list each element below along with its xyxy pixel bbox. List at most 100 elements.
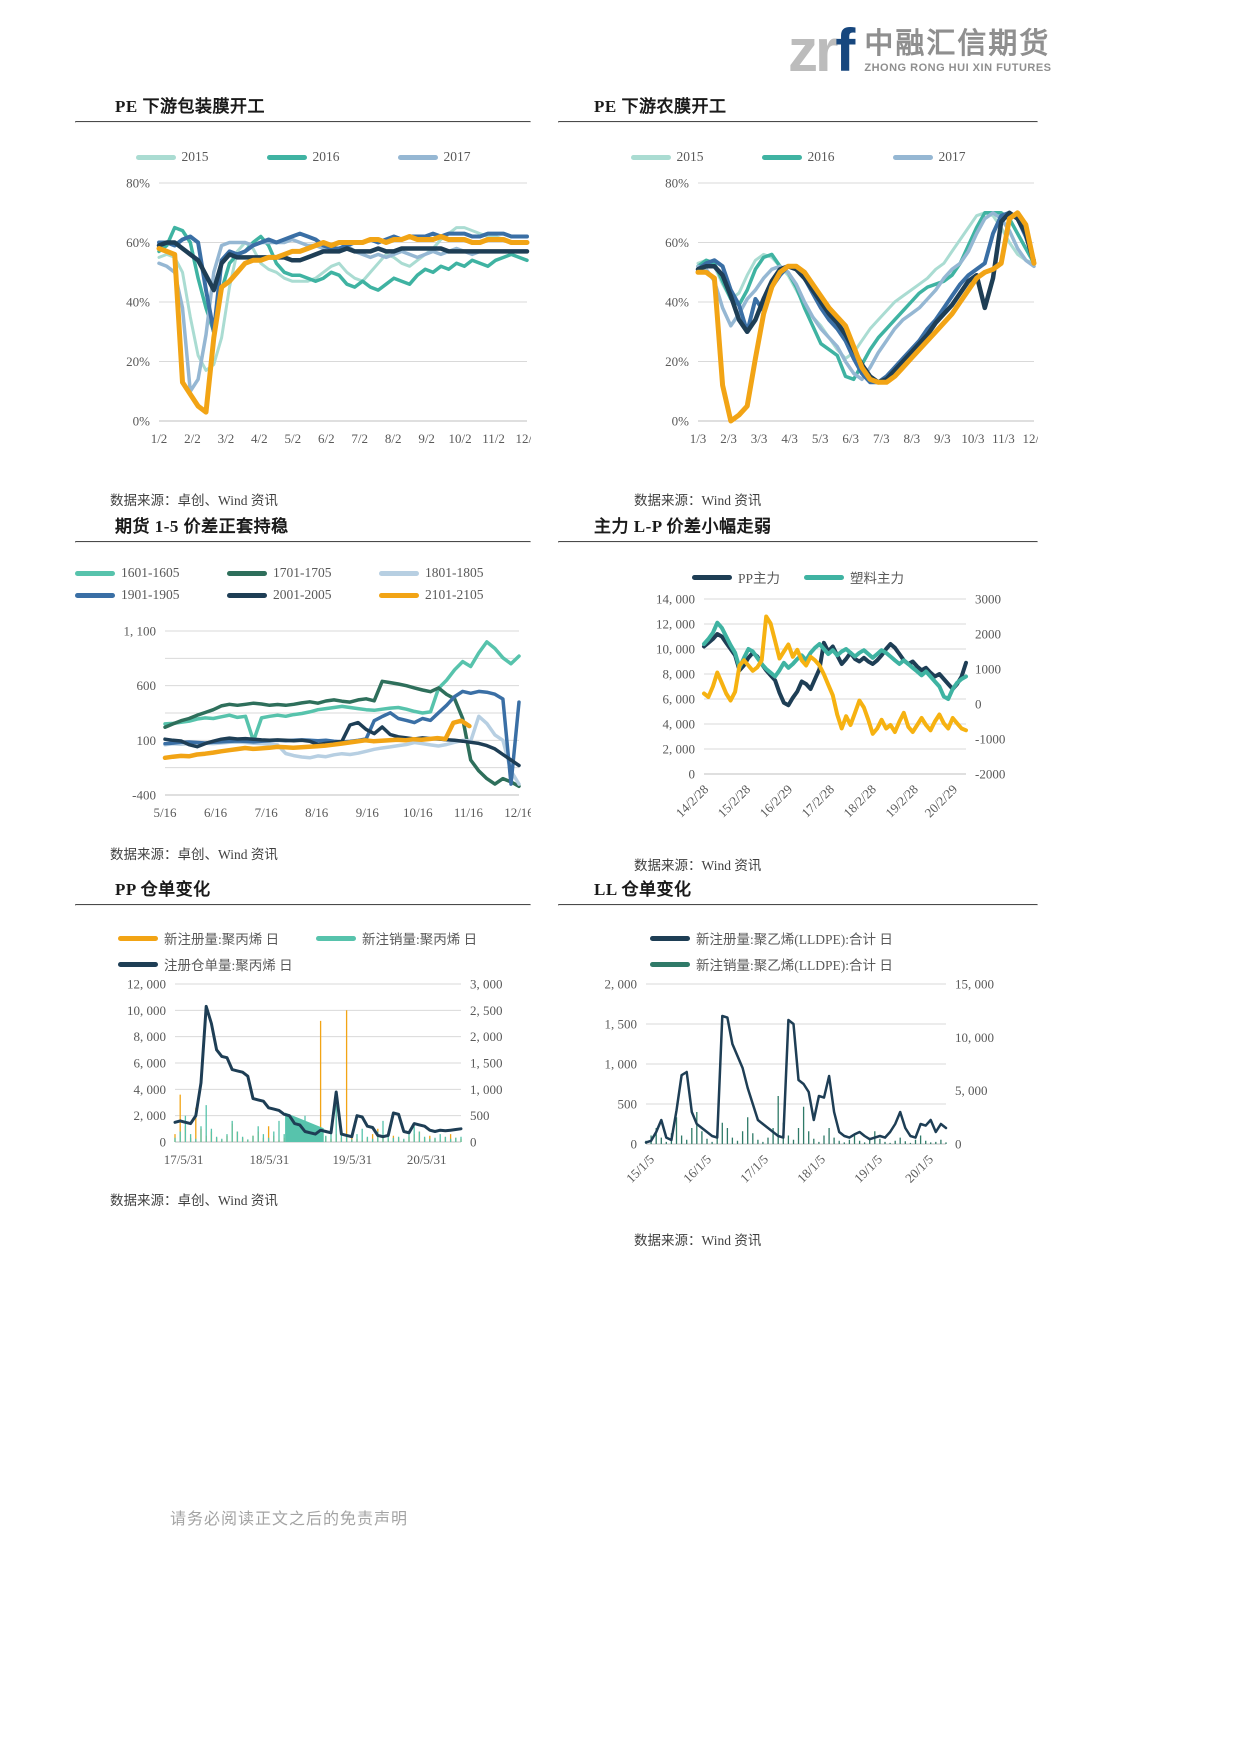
y-axis-tick-left: 0% xyxy=(133,414,151,429)
legend-label: 1601-1605 xyxy=(121,565,180,580)
x-axis-tick: 5/2 xyxy=(285,431,302,446)
logo-zr-text: zr xyxy=(788,17,838,84)
x-axis-tick: 14/2/28 xyxy=(673,782,712,821)
x-axis-tick: 12/2 xyxy=(515,431,531,446)
y-axis-tick-right: 2, 000 xyxy=(470,1029,503,1044)
legend-label: 1701-1705 xyxy=(273,565,332,580)
y-axis-tick-left: 2, 000 xyxy=(605,977,638,992)
x-axis-tick: 10/2 xyxy=(449,431,472,446)
company-logo: zrf 中融汇信期货 ZHONG RONG HUI XIN FUTURES xyxy=(788,21,1052,81)
legend-item: 新注销量:聚丙烯 日 xyxy=(316,928,514,948)
x-axis-tick: 3/2 xyxy=(218,431,235,446)
series-2020 xyxy=(695,210,1037,424)
legend-label: 2001-2005 xyxy=(273,587,332,602)
x-axis-tick: 17/1/5 xyxy=(737,1152,771,1186)
y-axis-tick-left: 10, 000 xyxy=(127,1003,166,1018)
y-axis-tick-left: 100 xyxy=(137,733,157,748)
legend-item: 2001-2005 xyxy=(227,587,379,603)
x-axis-tick: 7/2 xyxy=(351,431,368,446)
y-axis-tick-right: 3000 xyxy=(975,592,1001,607)
x-axis-tick: 2/3 xyxy=(720,431,737,446)
y-axis-tick-left: 20% xyxy=(126,354,150,369)
y-axis-tick-left: 40% xyxy=(665,295,689,310)
chart-legend: PP主力 塑料主力 xyxy=(558,565,1038,589)
chart-source: 数据来源：Wind 资讯 xyxy=(634,1233,762,1248)
chart-lp-spread: 主力 L-P 价差小幅走弱 PP主力 塑料主力 0 2, 000 4, 000 6, 0… xyxy=(558,515,1038,874)
legend-swatch xyxy=(75,592,115,598)
legend-swatch xyxy=(630,154,671,160)
y-axis-tick-left: 4, 000 xyxy=(663,717,696,732)
x-axis-tick: 12/3 xyxy=(1022,431,1038,446)
legend-swatch xyxy=(266,154,307,160)
legend-item: 1901-1905 xyxy=(75,587,227,603)
legend-swatch xyxy=(650,935,690,941)
y-axis-tick-left: 2, 000 xyxy=(134,1108,167,1123)
legend-item: 新注销量:聚乙烯(LLDPE):合计 日 xyxy=(650,954,893,974)
x-axis-tick: 20/2/29 xyxy=(922,782,961,821)
x-axis-tick: 15/2/28 xyxy=(715,782,754,821)
y-axis-tick-right: 1000 xyxy=(975,662,1001,677)
legend-label: 新注册量:聚丙烯 日 xyxy=(164,932,280,947)
x-axis-tick: 1/3 xyxy=(690,431,707,446)
legend-item: 1601-1605 xyxy=(75,565,227,581)
x-axis-tick: 2/2 xyxy=(184,431,201,446)
legend-item: 注册仓单量:聚丙烯 日 xyxy=(118,954,316,974)
y-axis-tick-left: 12, 000 xyxy=(656,617,695,632)
y-axis-tick-left: 6, 000 xyxy=(663,692,696,707)
x-axis-tick: 8/16 xyxy=(305,805,329,820)
y-axis-tick-left: 0 xyxy=(689,767,696,782)
series-2015 xyxy=(696,211,1036,360)
legend-item: PP主力 xyxy=(691,565,780,589)
chart-title: LL 仓单变化 xyxy=(594,880,692,899)
x-axis-tick: 6/16 xyxy=(204,805,228,820)
chart-title: 期货 1-5 价差正套持稳 xyxy=(115,517,289,536)
legend-swatch xyxy=(118,961,158,967)
chart-legend: 新注册量:聚乙烯(LLDPE):合计 日新注销量:聚乙烯(LLDPE):合计 日 xyxy=(558,928,1038,974)
x-axis-tick: 7/16 xyxy=(255,805,279,820)
legend-item: 2101-2105 xyxy=(379,587,531,603)
logo-names: 中融汇信期货 ZHONG RONG HUI XIN FUTURES xyxy=(864,28,1051,74)
legend-item: 2017 xyxy=(892,145,966,169)
x-axis-tick: 5/3 xyxy=(812,431,829,446)
x-axis-tick: 17/2/28 xyxy=(798,782,837,821)
legend-label: 2015 xyxy=(181,149,209,164)
y-axis-tick-left: 0 xyxy=(631,1137,638,1152)
legend-swatch xyxy=(761,154,802,160)
chart-legend: 新注册量:聚丙烯 日 新注销量:聚丙烯 日注册仓单量:聚丙烯 日 xyxy=(75,928,531,974)
y-axis-tick-right: 15, 000 xyxy=(955,977,994,992)
legend-swatch xyxy=(118,935,158,941)
x-axis-tick: 11/3 xyxy=(992,431,1015,446)
chart-canvas: 0% 20% 40% 60% 80% 1/3 2/3 3/3 4/3 5/3 6/3 7/3 8/3 9/… xyxy=(665,176,1038,447)
title-rule xyxy=(75,541,531,543)
y-axis-tick-left: 1, 100 xyxy=(124,624,157,639)
y-axis-tick-left: 12, 000 xyxy=(127,977,166,992)
series-新注册量:聚丙烯 日 xyxy=(174,1010,462,1142)
y-axis-tick-right: 500 xyxy=(470,1108,490,1123)
legend-swatch xyxy=(135,154,176,160)
legend-item: 2017 xyxy=(397,145,471,169)
legend-label: 2016 xyxy=(807,149,835,164)
y-axis-tick-right: 1, 500 xyxy=(470,1056,503,1071)
chart-source: 数据来源：Wind 资讯 xyxy=(634,858,762,873)
x-axis-tick: 6/3 xyxy=(842,431,859,446)
x-axis-tick: 19/2/28 xyxy=(882,782,921,821)
y-axis-tick-right: 5, 000 xyxy=(955,1083,988,1098)
x-axis-tick: 6/2 xyxy=(318,431,335,446)
x-axis-tick: 17/5/31 xyxy=(164,1152,204,1167)
chart-source: 数据来源：Wind 资讯 xyxy=(634,493,762,508)
legend-swatch xyxy=(379,592,419,598)
y-axis-tick-left: 8, 000 xyxy=(663,667,696,682)
series-注册仓单量:聚丙烯 日 xyxy=(173,1004,463,1139)
chart-pe-agri-film: PE 下游农膜开工 2015 2016 2017 0% 20% 40% 60% 80% 1/3… xyxy=(558,95,1038,509)
legend-swatch xyxy=(316,935,356,941)
y-axis-tick-left: 4, 000 xyxy=(134,1082,167,1097)
x-axis-tick: 9/3 xyxy=(934,431,951,446)
legend-swatch xyxy=(379,570,419,576)
x-axis-tick: 8/2 xyxy=(385,431,402,446)
y-axis-tick-left: 2, 000 xyxy=(663,742,696,757)
series-新注册量:聚乙烯(LLDPE):合计 日 xyxy=(644,1014,948,1144)
chart-title: 主力 L-P 价差小幅走弱 xyxy=(594,517,772,536)
y-axis-tick-right: 2000 xyxy=(975,627,1001,642)
x-axis-tick: 3/3 xyxy=(751,431,768,446)
